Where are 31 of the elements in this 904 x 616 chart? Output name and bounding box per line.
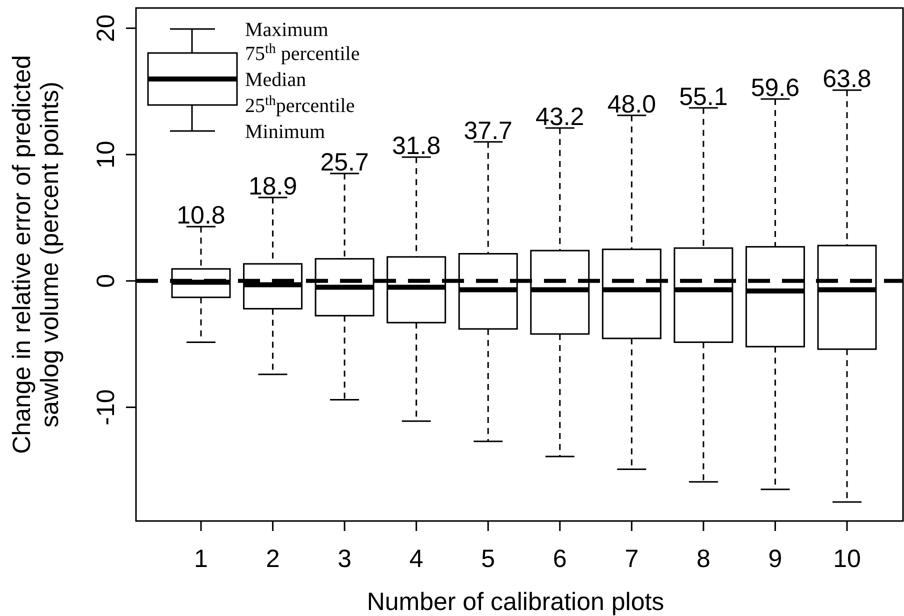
annotation: 59.6	[750, 74, 800, 102]
x-tick-label: 5	[481, 545, 496, 573]
annotation: Median	[245, 69, 306, 91]
x-tick-label: 9	[768, 545, 782, 573]
x-tick-label: 3	[338, 545, 352, 573]
annotation: 31.8	[392, 132, 441, 160]
annotation: 63.8	[822, 65, 872, 94]
annotation: 43.2	[536, 103, 584, 132]
annotation: Minimum	[245, 121, 326, 143]
annotation: 48.0	[607, 90, 656, 118]
y-axis-title: Change in relative error of predicted sawlog volume (percent points)	[8, 55, 64, 454]
y-tick-label: 10	[92, 140, 120, 168]
x-axis-title: Number of calibration plots	[366, 588, 664, 616]
x-tick-label: 2	[266, 545, 280, 573]
y-tick-label: -10	[92, 389, 120, 426]
annotation: 18.9	[248, 172, 298, 201]
x-tick-label: 6	[552, 545, 567, 573]
annotation: 10.8	[176, 202, 226, 230]
annotation: 75$^{th}$ percentile	[245, 42, 360, 65]
annotation: 25.7	[320, 148, 369, 177]
y-tick-label: 0	[92, 274, 120, 288]
annotation: 55.1	[679, 82, 728, 111]
x-tick-label: 1	[194, 545, 208, 573]
annotation: 25$^{th}$percentile	[245, 94, 355, 117]
x-tick-label: 4	[409, 545, 424, 573]
y-tick-label: 20	[92, 14, 120, 42]
annotation: Maximum	[245, 19, 329, 41]
x-tick-label: 10	[833, 545, 861, 573]
annotation: 37.7	[464, 116, 512, 145]
x-tick-label: 8	[696, 545, 710, 573]
x-tick-label: 7	[624, 545, 639, 573]
